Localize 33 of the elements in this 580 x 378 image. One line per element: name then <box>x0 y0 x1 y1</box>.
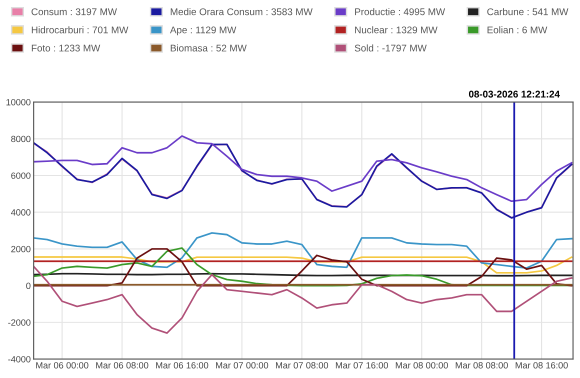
x-tick-label: Mar 08 00:00 <box>396 362 448 369</box>
line-series <box>34 135 572 202</box>
y-tick-label: -4000 <box>8 356 31 362</box>
line-series <box>34 256 572 274</box>
x-tick-label: Mar 06 16:00 <box>156 362 208 369</box>
x-tick-label: Mar 06 00:00 <box>36 362 88 369</box>
y-tick-label: 2000 <box>11 246 31 252</box>
line-series <box>34 232 572 269</box>
legend-label: Nuclear : 1329 MW <box>355 26 438 34</box>
x-tick-label: Mar 07 00:00 <box>216 362 268 369</box>
y-tick-label: 10000 <box>6 99 31 106</box>
legend-label: Medie Orara Consum : 3583 MW <box>170 8 313 16</box>
legend-label: Biomasa : 52 MW <box>170 44 247 52</box>
y-tick-label: 8000 <box>11 136 31 142</box>
legend-label: Ape : 1129 MW <box>170 26 236 36</box>
legend-label: Carbune : 541 MW <box>487 8 568 16</box>
legend-label: Hidrocarburi : 701 MW <box>32 26 128 34</box>
x-tick-label: Mar 06 08:00 <box>96 362 148 369</box>
y-tick-label: -2000 <box>8 319 31 326</box>
legend-label: Eolian : 6 MW <box>488 26 548 34</box>
legend-label: Sold : -1797 MW <box>354 44 427 52</box>
legend-label: Consum : 3197 MW <box>32 8 117 16</box>
y-tick-label: 0 <box>26 282 31 290</box>
y-tick-label: 6000 <box>11 172 31 179</box>
x-tick-label: Mar 08 08:00 <box>456 362 508 369</box>
ref-line-label: 08-03-2026 12:21:24 <box>468 90 560 98</box>
x-tick-label: Mar 07 16:00 <box>336 362 388 369</box>
legend-label: Productie : 4995 MW <box>355 8 446 16</box>
x-tick-label: Mar 07 08:00 <box>276 362 328 369</box>
y-tick-label: 4000 <box>10 209 31 216</box>
x-tick-label: Mar 08 16:00 <box>516 362 568 369</box>
line-series <box>34 266 572 334</box>
legend-label: Foto : 1233 MW <box>32 44 100 52</box>
